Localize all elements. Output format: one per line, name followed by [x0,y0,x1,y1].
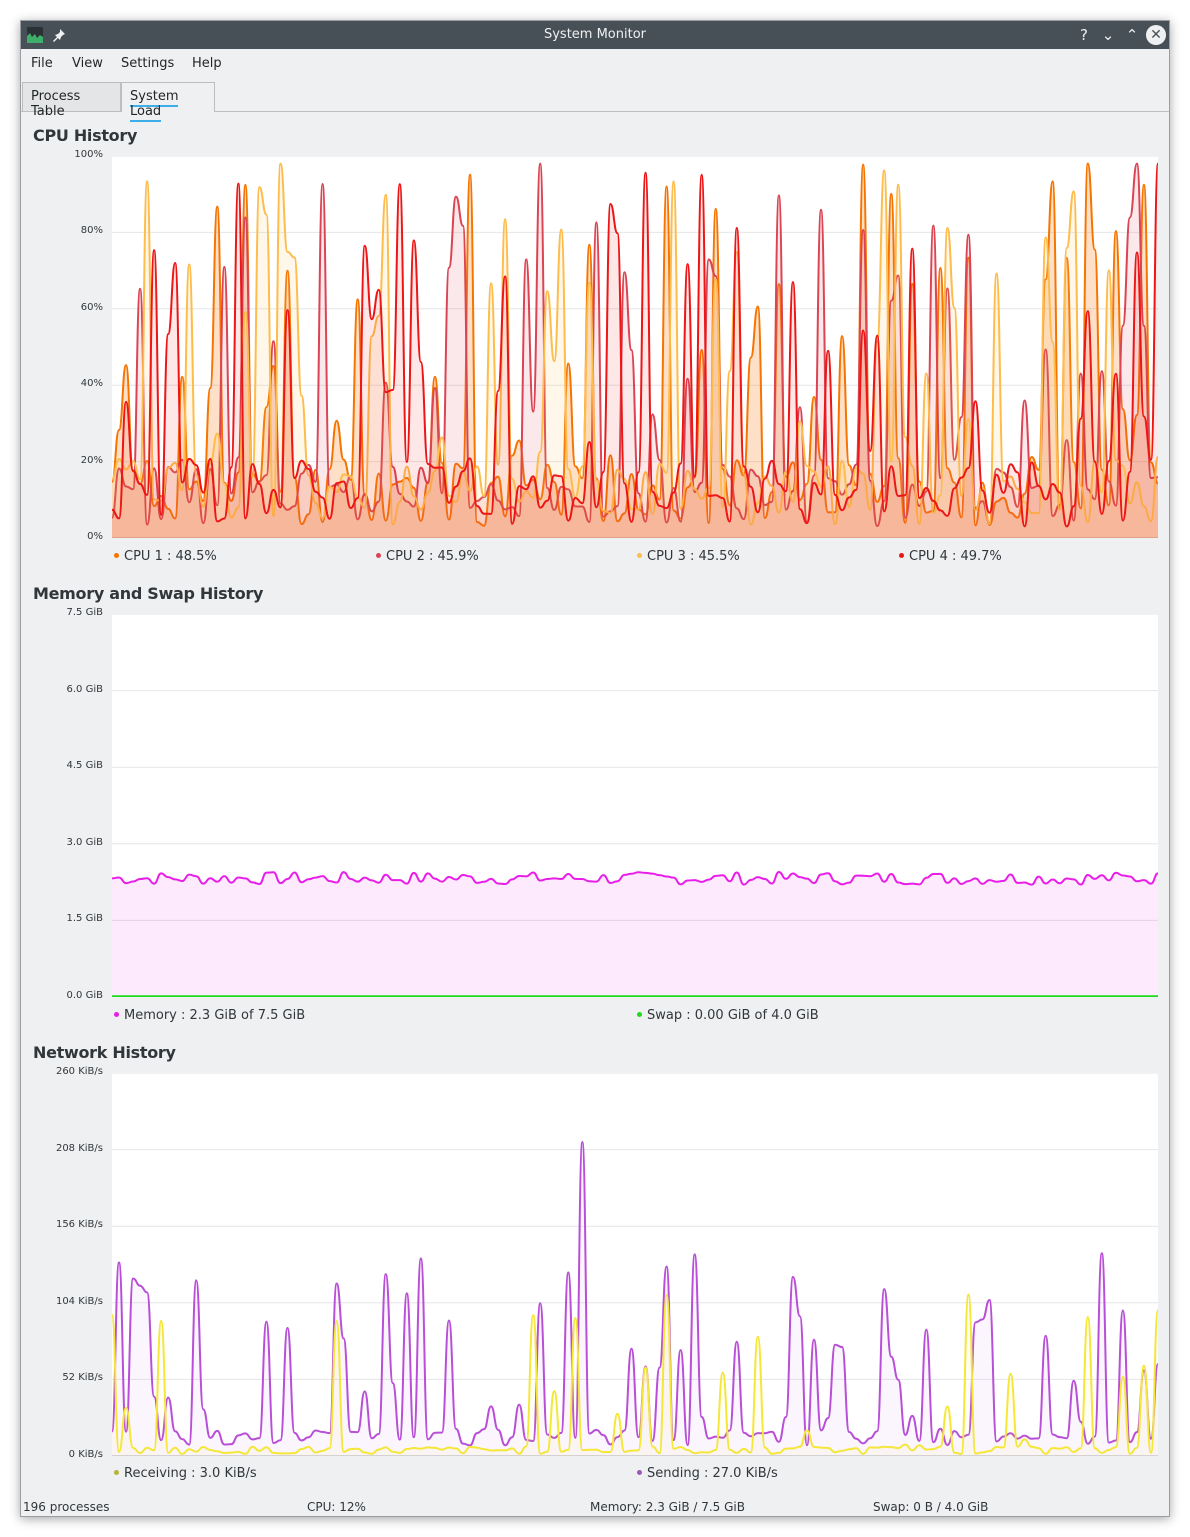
network-y-tick: 208 KiB/s [55,1142,103,1154]
cpu-legend-item: CPU 2 : 45.9% [376,549,479,564]
memory-series-area [112,872,1158,997]
menu-file[interactable]: File [31,56,53,71]
legend-label: CPU 1 : 48.5% [124,549,217,564]
memory-history-title: Memory and Swap History [33,584,264,603]
legend-color-dot [637,1470,642,1475]
memory-history-plot [112,614,1158,997]
status-cpu: CPU: 12% [307,1500,366,1514]
menu-settings[interactable]: Settings [121,56,175,71]
tab-process-table[interactable]: Process Table [22,82,121,119]
title-bar[interactable]: System Monitor ? ⌄ ⌃ ✕ [21,21,1169,49]
cpu-history-chart [112,156,1158,538]
legend-label: CPU 3 : 45.5% [647,549,740,564]
tab-process-table-label: Process Table [31,89,81,119]
legend-label: CPU 4 : 49.7% [909,549,1002,564]
cpu-legend-item: CPU 3 : 45.5% [637,549,740,564]
tab-system-load-label: System Load [130,89,179,122]
status-swap: Swap: 0 B / 4.0 GiB [873,1500,989,1514]
minimize-button[interactable]: ⌄ [1101,26,1115,44]
legend-color-dot [114,1470,119,1475]
network-y-tick: 156 KiB/s [55,1219,103,1231]
memory-y-tick: 3.0 GiB [66,836,103,848]
close-button[interactable]: ✕ [1146,25,1166,45]
legend-label: Sending : 27.0 KiB/s [647,1466,778,1481]
network-y-tick: 0 KiB/s [68,1449,103,1460]
legend-label: Receiving : 3.0 KiB/s [124,1466,257,1481]
sending-series-line [112,1140,1158,1447]
network-y-tick: 52 KiB/s [62,1372,103,1384]
cpu-y-tick: 60% [80,301,103,313]
legend-label: Memory : 2.3 GiB of 7.5 GiB [124,1008,306,1023]
status-processes: 196 processes [23,1500,110,1514]
legend-color-dot [899,553,904,558]
legend-label: CPU 2 : 45.9% [386,549,479,564]
memory-y-tick: 1.5 GiB [66,913,103,925]
network-legend-item: Receiving : 3.0 KiB/s [114,1466,257,1481]
cpu-y-tick: 0% [87,531,103,542]
memory-legend-item: Memory : 2.3 GiB of 7.5 GiB [114,1008,305,1023]
tab-system-load[interactable]: System Load [121,82,215,122]
network-y-tick: 260 KiB/s [55,1066,103,1077]
app-icon [27,27,43,43]
menu-bar: File View Settings Help [21,49,1169,79]
receiving-series-line [112,1293,1158,1455]
status-memory: Memory: 2.3 GiB / 7.5 GiB [590,1500,745,1514]
cpu-history-title: CPU History [33,126,138,145]
legend-color-dot [114,553,119,558]
cpu4-series-area [112,163,1158,538]
cpu4-series-line [112,162,1158,528]
cpu-y-tick: 80% [80,225,103,237]
legend-label: Swap : 0.00 GiB of 4.0 GiB [647,1008,819,1023]
status-bar: 196 processes CPU: 12% Memory: 2.3 GiB /… [21,1498,1169,1516]
cpu-legend-item: CPU 4 : 49.7% [899,549,1002,564]
memory-history-chart [112,614,1158,997]
memory-y-tick: 7.5 GiB [66,607,103,618]
network-legend-item: Sending : 27.0 KiB/s [637,1466,778,1481]
maximize-button[interactable]: ⌃ [1125,26,1139,44]
memory-y-tick: 4.5 GiB [66,760,103,772]
legend-color-dot [376,553,381,558]
memory-y-tick: 6.0 GiB [66,683,103,695]
legend-color-dot [637,553,642,558]
network-history-title: Network History [33,1043,176,1062]
memory-legend-item: Swap : 0.00 GiB of 4.0 GiB [637,1008,819,1023]
help-button[interactable]: ? [1080,26,1088,44]
cpu-y-tick: 100% [74,149,103,160]
cpu2-series-area [112,163,1158,538]
menu-view[interactable]: View [72,56,103,71]
memory-series-line [112,871,1158,886]
network-y-tick: 104 KiB/s [55,1295,103,1307]
window-title: System Monitor [543,27,647,42]
legend-color-dot [637,1012,642,1017]
memory-y-tick: 0.0 GiB [66,990,103,1001]
cpu-history-plot [112,156,1158,538]
system-monitor-window: System Monitor ? ⌄ ⌃ ✕ File View Setting… [20,20,1170,1517]
cpu-y-tick: 40% [80,378,103,390]
network-history-chart [112,1073,1158,1456]
network-history-plot [112,1073,1158,1456]
menu-help[interactable]: Help [192,56,222,71]
legend-color-dot [114,1012,119,1017]
tab-bar: Process Table System Load [21,82,1169,122]
cpu-y-tick: 20% [80,454,103,466]
cpu-legend-item: CPU 1 : 48.5% [114,549,217,564]
cpu3-series-line [112,162,1158,526]
pin-icon[interactable] [51,27,67,43]
